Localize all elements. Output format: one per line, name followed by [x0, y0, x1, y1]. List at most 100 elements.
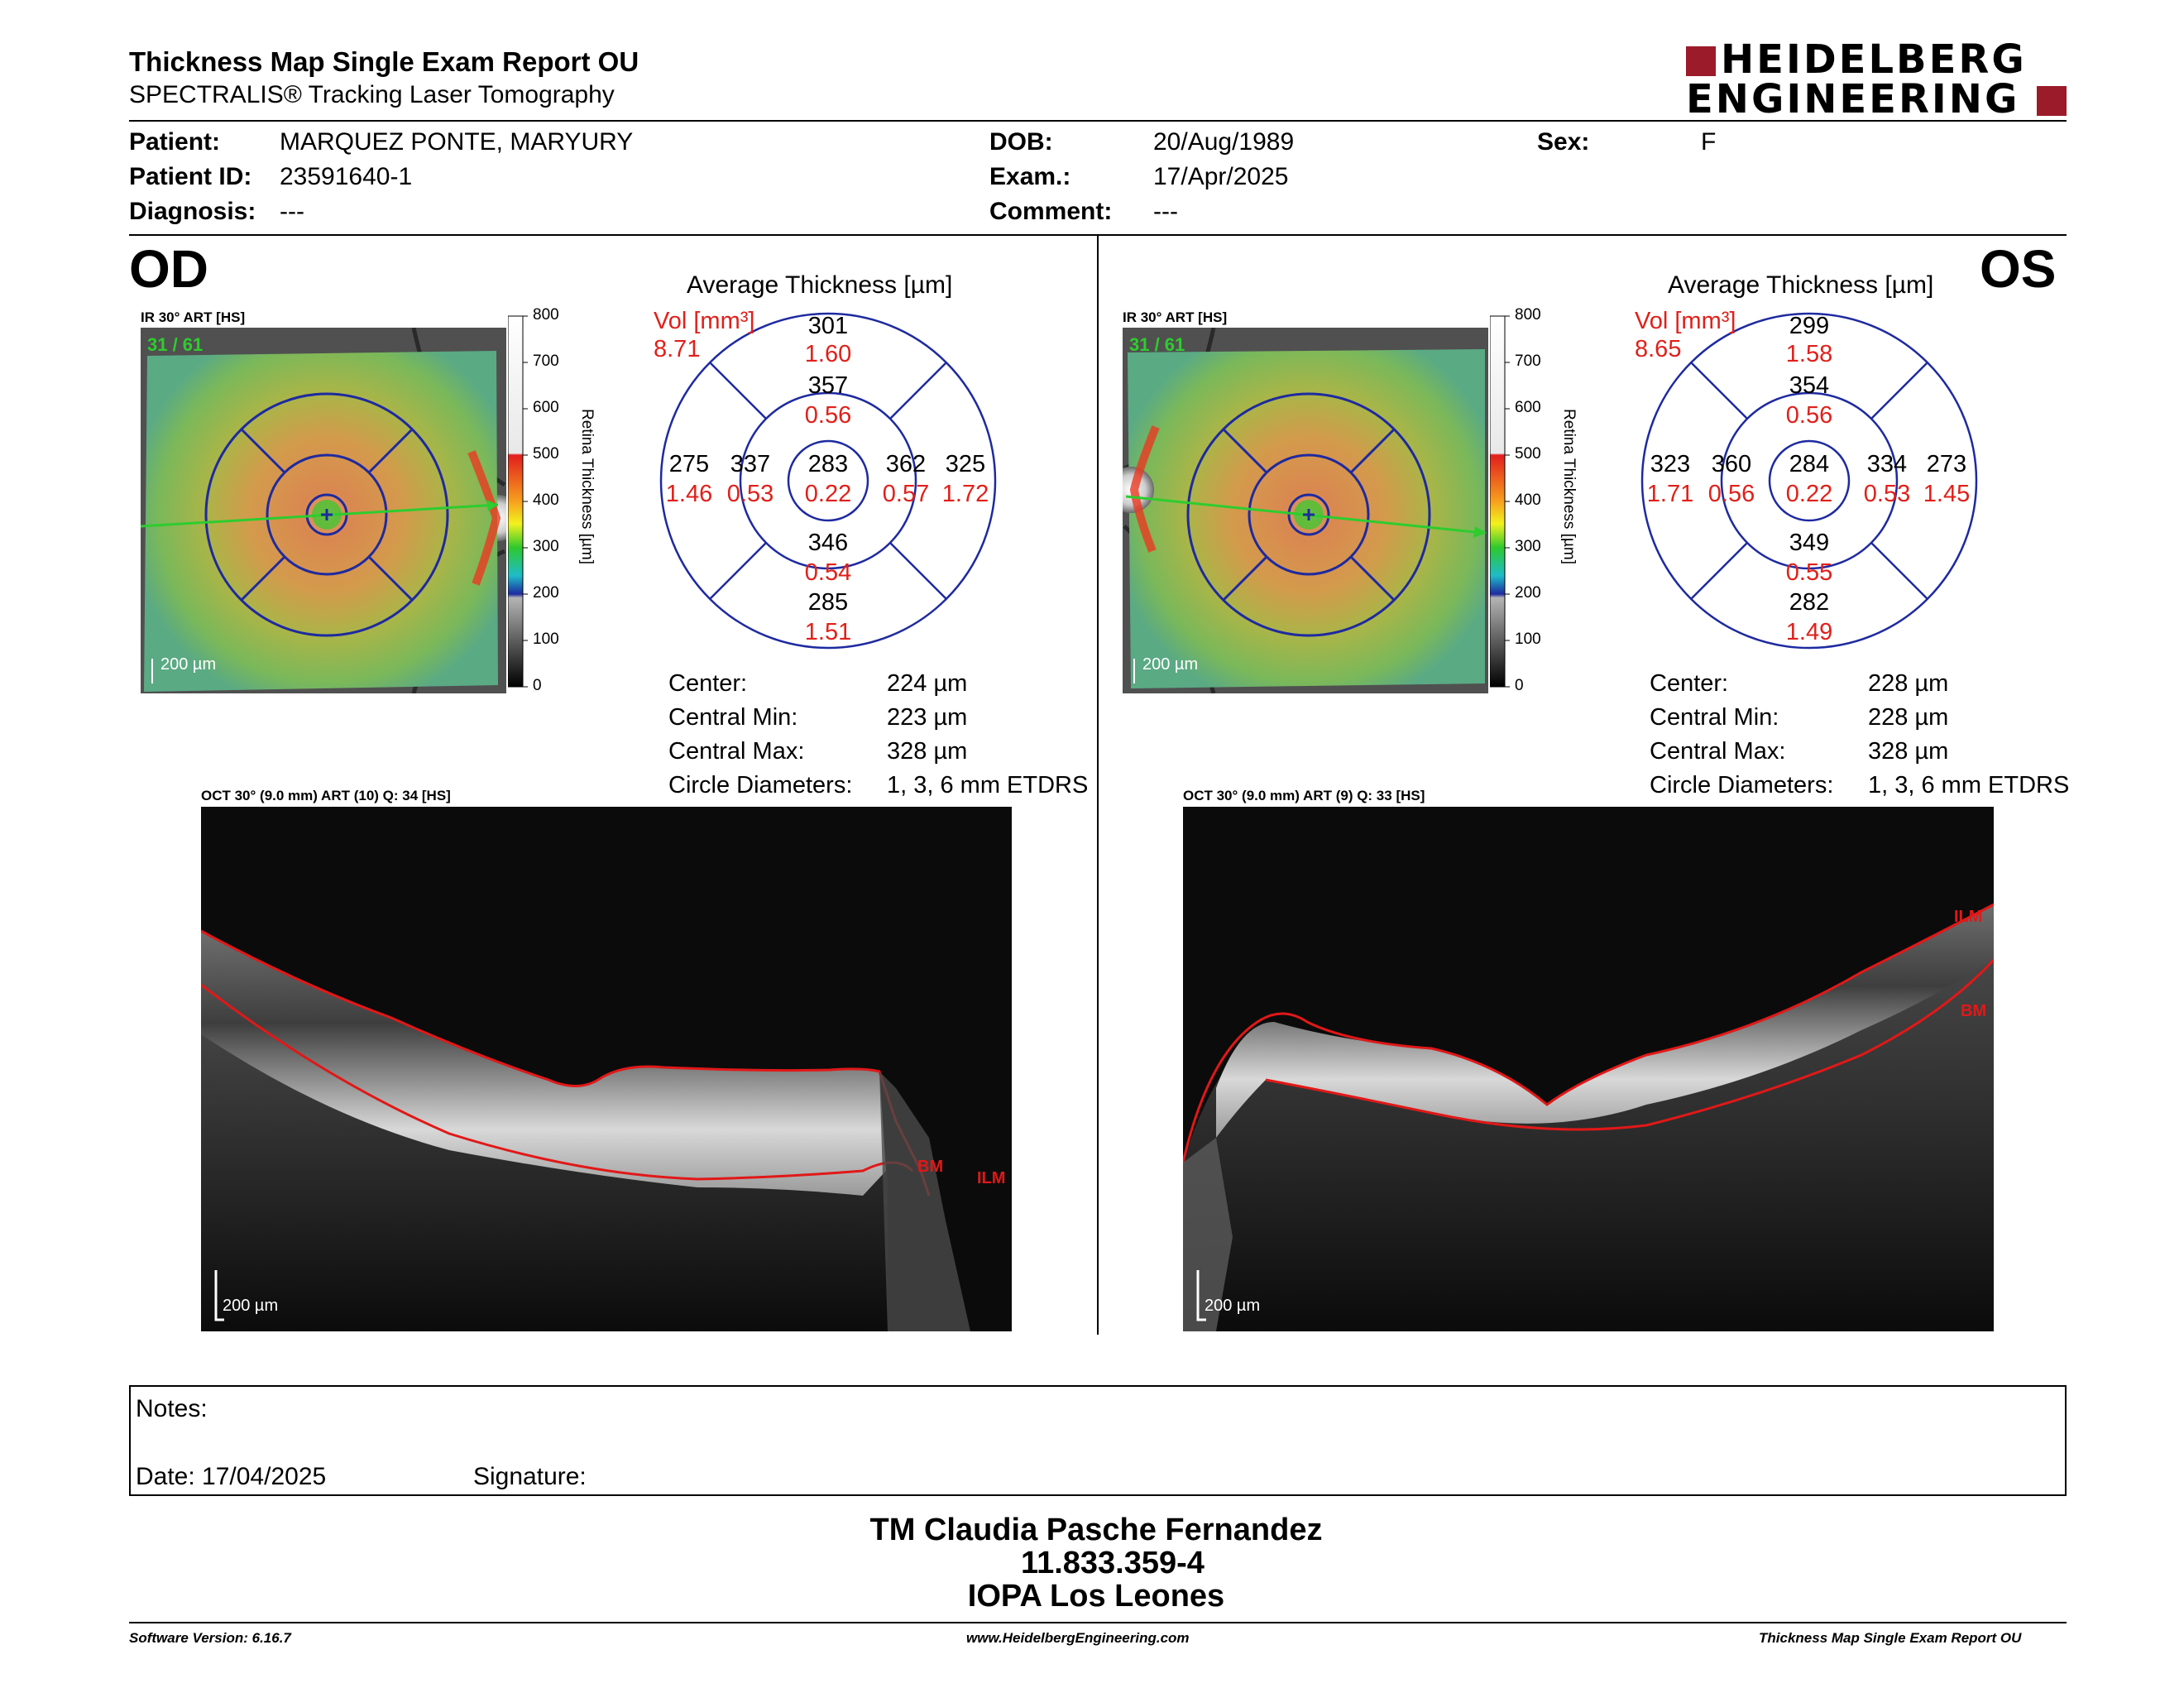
- dob-value: 20/Aug/1989: [1153, 128, 1295, 156]
- os-vol-label: Vol [mm³]: [1635, 308, 1736, 334]
- notes-box[interactable]: Notes: Date: 17/04/2025 Signature:: [129, 1385, 2067, 1496]
- sex-value: F: [1701, 128, 1717, 156]
- od-tick-200: 200: [533, 584, 559, 602]
- logo-square-icon: [1686, 46, 1716, 76]
- od-eye-label: OD: [129, 239, 208, 299]
- os-vol-value: 8.65: [1635, 336, 1682, 362]
- patient-id-label: Patient ID:: [129, 163, 252, 190]
- heidelberg-logo: HEIDELBERG ENGINEERING: [1686, 38, 2067, 121]
- od-thickness-map: 31 / 61 200 µm: [140, 327, 521, 694]
- os-tick-100: 100: [1515, 631, 1541, 648]
- os-map-svg: [1108, 327, 1488, 694]
- os-tick-200: 200: [1515, 584, 1541, 602]
- od-tick-700: 700: [533, 352, 559, 370]
- patient-id-value: 23591640-1: [280, 163, 413, 190]
- od-outer-sup-vol: 1.60: [804, 341, 852, 367]
- os-tick-300: 300: [1515, 538, 1541, 555]
- os-center: 284: [1789, 451, 1830, 477]
- od-tick-400: 400: [533, 492, 559, 509]
- od-colorbar-label: Retina Thickness [µm]: [578, 409, 596, 564]
- website-link[interactable]: www.HeidelbergEngineering.com: [966, 1630, 1190, 1646]
- od-tick-0: 0: [533, 677, 542, 694]
- od-center-vol: 0.22: [804, 481, 852, 507]
- header-divider: [129, 120, 2067, 122]
- od-tick-600: 600: [533, 399, 559, 416]
- os-outer-nas-vol: 1.45: [1923, 481, 1971, 507]
- os-colorbar-svg: [1489, 315, 1510, 688]
- os-min-value: 228 µm: [1868, 704, 1949, 731]
- diagnosis-value: ---: [280, 198, 304, 225]
- exam-value: 17/Apr/2025: [1153, 163, 1289, 190]
- od-vol-label: Vol [mm³]: [654, 308, 755, 334]
- od-outer-nas: 325: [945, 451, 986, 477]
- od-outer-inf-vol: 1.51: [804, 619, 852, 645]
- os-outer-sup-vol: 1.58: [1785, 341, 1833, 367]
- od-outer-inf: 285: [807, 589, 849, 616]
- signer-id: 11.833.359-4: [1021, 1546, 1205, 1580]
- os-inner-temp-vol: 0.56: [1707, 481, 1755, 507]
- od-outer-nas-vol: 1.72: [941, 481, 989, 507]
- od-vol-value: 8.71: [654, 336, 701, 362]
- footer-divider: [129, 1622, 2067, 1623]
- os-bm-tag: BM: [1961, 1002, 1987, 1020]
- od-max-label: Central Max:: [668, 738, 805, 765]
- od-inner-temp-vol: 0.53: [726, 481, 774, 507]
- od-map-scale: 200 µm: [160, 655, 217, 674]
- os-min-label: Central Min:: [1650, 704, 1779, 731]
- od-diam-label: Circle Diameters:: [668, 772, 853, 798]
- os-oct-scan: ILM BM 200 µm: [1181, 807, 1995, 1331]
- os-thickness-map: 31 / 61 200 µm: [1108, 327, 1488, 694]
- exam-label: Exam.:: [989, 163, 1071, 190]
- os-eye-label: OS: [1980, 239, 2057, 299]
- od-max-value: 328 µm: [887, 738, 968, 765]
- signer-name: TM Claudia Pasche Fernandez: [869, 1513, 1323, 1547]
- os-outer-inf: 282: [1789, 589, 1830, 616]
- od-inner-nas: 362: [885, 451, 927, 477]
- od-outer-temp: 275: [668, 451, 710, 477]
- os-oct-label: OCT 30° (9.0 mm) ART (9) Q: 33 [HS]: [1183, 788, 1425, 803]
- os-tick-600: 600: [1515, 399, 1541, 416]
- od-min-label: Central Min:: [668, 704, 798, 731]
- od-center-value: 224 µm: [887, 670, 968, 697]
- os-max-value: 328 µm: [1868, 738, 1949, 765]
- os-inner-temp: 360: [1711, 451, 1752, 477]
- od-tick-300: 300: [533, 538, 559, 555]
- os-tick-400: 400: [1515, 492, 1541, 509]
- od-bm-tag: BM: [917, 1158, 944, 1176]
- od-inner-inf-vol: 0.54: [804, 559, 852, 586]
- os-ir-label: IR 30° ART [HS]: [1123, 309, 1228, 325]
- os-tick-0: 0: [1515, 677, 1524, 694]
- sex-label: Sex:: [1537, 128, 1590, 156]
- os-etdrs-svg: [1640, 312, 1978, 650]
- os-tick-500: 500: [1515, 445, 1541, 463]
- signer-org: IOPA Los Leones: [967, 1579, 1225, 1614]
- notes-label: Notes:: [136, 1395, 208, 1422]
- os-inner-nas: 334: [1866, 451, 1908, 477]
- od-tick-100: 100: [533, 631, 559, 648]
- os-diam-label: Circle Diameters:: [1650, 772, 1834, 798]
- os-outer-temp: 323: [1650, 451, 1691, 477]
- os-tick-800: 800: [1515, 306, 1541, 324]
- os-inner-nas-vol: 0.53: [1863, 481, 1911, 507]
- os-oct-scale: 200 µm: [1205, 1297, 1261, 1315]
- os-inner-inf: 349: [1789, 530, 1830, 556]
- diagnosis-label: Diagnosis:: [129, 198, 256, 225]
- os-inner-inf-vol: 0.55: [1785, 559, 1833, 586]
- od-colorbar-svg: [507, 315, 528, 688]
- os-diam-value: 1, 3, 6 mm ETDRS: [1868, 772, 2070, 798]
- od-inner-inf: 346: [807, 530, 849, 556]
- od-diam-value: 1, 3, 6 mm ETDRS: [887, 772, 1089, 798]
- od-center: 283: [807, 451, 849, 477]
- od-etdrs-svg: [659, 312, 997, 650]
- software-version: Software Version: 6.16.7: [129, 1630, 291, 1646]
- os-outer-sup: 299: [1789, 313, 1830, 339]
- od-avg-title: Average Thickness [µm]: [687, 271, 953, 299]
- report-subtitle: SPECTRALIS® Tracking Laser Tomography: [129, 81, 615, 108]
- os-map-scale: 200 µm: [1142, 655, 1199, 674]
- os-avg-title: Average Thickness [µm]: [1668, 271, 1934, 299]
- os-outer-inf-vol: 1.49: [1785, 619, 1833, 645]
- os-inner-sup: 354: [1789, 372, 1830, 399]
- eye-divider: [1097, 236, 1099, 1335]
- od-inner-temp: 337: [730, 451, 771, 477]
- od-map-svg: [140, 327, 521, 694]
